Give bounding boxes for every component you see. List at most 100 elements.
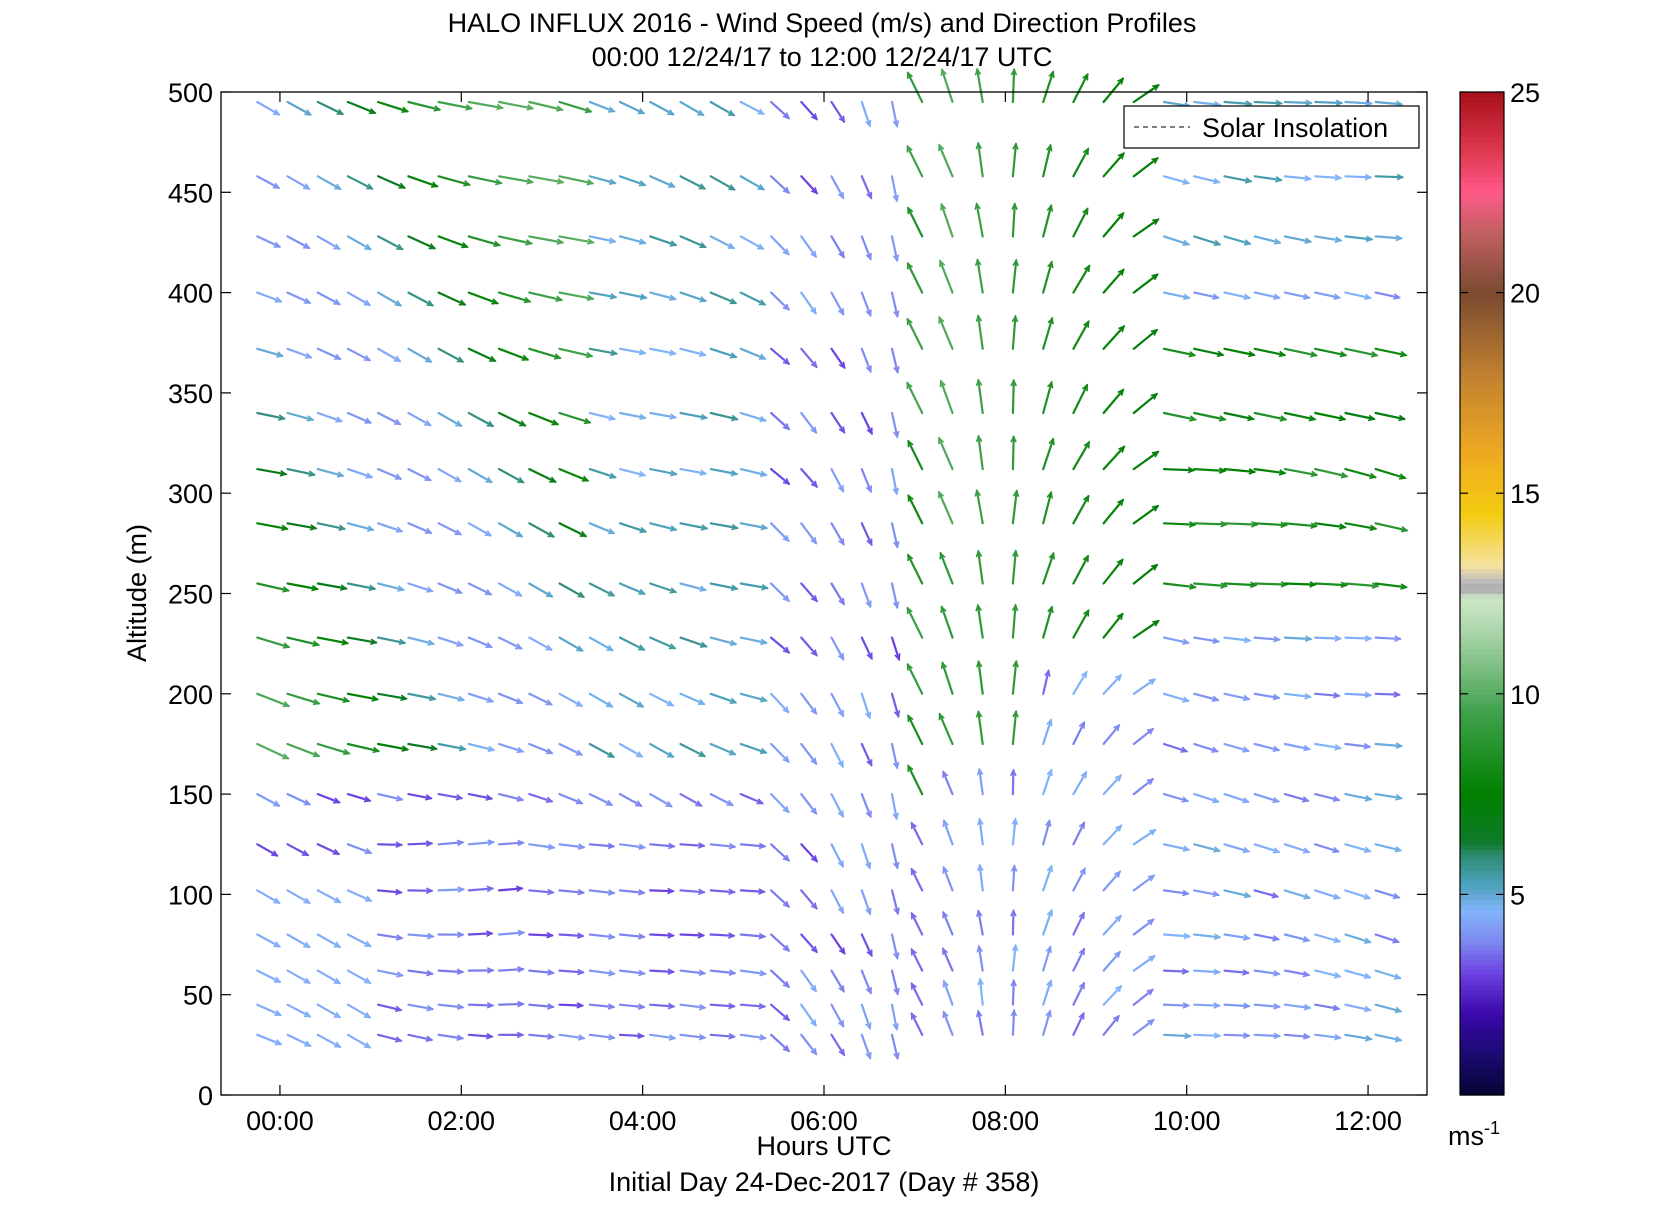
- wind-vector-head: [517, 1000, 525, 1008]
- colorbar-segment: [1460, 673, 1504, 680]
- wind-vector: [316, 792, 341, 804]
- colorbar-segment: [1460, 277, 1504, 284]
- wind-vector-head: [698, 1003, 707, 1011]
- colorbar-segment: [1460, 282, 1504, 289]
- wind-vector-head: [424, 474, 432, 482]
- wind-vector: [316, 582, 348, 590]
- wind-vector-head: [1250, 520, 1259, 528]
- wind-vector: [558, 582, 585, 599]
- wind-vector: [890, 582, 899, 609]
- wind-vector-head: [837, 860, 844, 869]
- wind-vector-head: [1212, 177, 1221, 185]
- wind-vector: [679, 100, 705, 117]
- wind-vector-head: [1044, 819, 1052, 827]
- wind-vector-head: [1364, 173, 1373, 181]
- wind-vector: [906, 553, 924, 585]
- wind-vector: [679, 522, 708, 530]
- wind-vector-head: [1182, 638, 1190, 645]
- wind-vector-head: [1116, 612, 1124, 620]
- wind-vector: [1283, 636, 1312, 641]
- wind-vector: [1374, 468, 1407, 480]
- wind-vector-head: [456, 640, 465, 647]
- wind-vector: [860, 235, 872, 261]
- wind-vector: [1253, 175, 1283, 182]
- wind-vector-head: [304, 352, 313, 359]
- wind-vector: [800, 843, 818, 863]
- wind-vector: [1253, 582, 1288, 586]
- wind-vector-head: [279, 470, 288, 477]
- wind-vector: [1132, 955, 1156, 972]
- wind-vector: [1344, 235, 1373, 241]
- wind-vector: [316, 933, 341, 949]
- colorbar-segment: [1460, 172, 1504, 178]
- wind-vector: [1283, 843, 1310, 854]
- wind-vector-head: [577, 591, 586, 598]
- wind-vector: [346, 291, 371, 307]
- wind-vector-head: [609, 472, 617, 479]
- wind-vector: [1102, 152, 1125, 178]
- wind-vector: [1344, 522, 1377, 530]
- wind-vector-head: [975, 603, 982, 612]
- wind-vector: [558, 792, 584, 805]
- wind-vector-head: [486, 885, 495, 893]
- wind-vector-head: [976, 944, 983, 953]
- wind-vector: [437, 1033, 464, 1040]
- wind-vector-head: [273, 976, 282, 983]
- wind-vector: [739, 1003, 766, 1008]
- wind-vector: [1042, 718, 1053, 746]
- wind-vector: [1193, 969, 1221, 974]
- wind-vector-head: [312, 640, 321, 647]
- wind-vector: [316, 969, 341, 985]
- wind-vector-head: [1117, 388, 1125, 396]
- wind-vector-head: [547, 969, 555, 976]
- wind-vector: [498, 347, 529, 361]
- wind-vector-head: [942, 1010, 949, 1019]
- wind-vector: [377, 100, 409, 113]
- wind-vector-head: [1395, 794, 1403, 801]
- wind-vector: [528, 692, 553, 706]
- wind-vector-head: [910, 981, 917, 990]
- wind-vector-head: [1078, 947, 1085, 956]
- wind-vector-head: [866, 191, 873, 200]
- wind-vector-head: [1011, 603, 1019, 612]
- wind-vector-head: [312, 698, 321, 706]
- wind-vector-head: [637, 933, 646, 940]
- wind-vector: [1042, 865, 1053, 892]
- wind-vector: [769, 347, 790, 365]
- wind-vector-head: [910, 1012, 917, 1020]
- wind-vector-head: [758, 1002, 767, 1010]
- wind-vector-head: [605, 701, 614, 708]
- wind-vector: [528, 1033, 555, 1039]
- wind-vector-head: [393, 418, 402, 425]
- wind-vector: [769, 1033, 790, 1053]
- wind-vector: [679, 969, 706, 975]
- wind-vector: [649, 468, 678, 476]
- wind-vector: [890, 933, 899, 960]
- wind-vector: [1042, 768, 1053, 796]
- wind-vector: [256, 347, 284, 357]
- wind-vector: [739, 792, 764, 805]
- colorbar-segment: [1460, 999, 1504, 1006]
- wind-vector-head: [398, 638, 407, 646]
- wind-vector-head: [1310, 470, 1319, 478]
- wind-vector-head: [1182, 889, 1190, 897]
- wind-vector-head: [695, 800, 703, 807]
- wind-vector-head: [484, 530, 493, 537]
- wind-vector-head: [1363, 1005, 1372, 1013]
- wind-vector-head: [1011, 943, 1019, 952]
- wind-vector-head: [810, 113, 818, 121]
- wind-vector: [800, 889, 818, 910]
- colorbar-segment: [1460, 543, 1504, 549]
- wind-vector-head: [1147, 874, 1156, 882]
- colorbar-segment: [1460, 598, 1504, 605]
- colorbar-segment: [1460, 197, 1504, 203]
- wind-vector: [1193, 692, 1220, 702]
- colorbar-segment: [1460, 257, 1504, 264]
- wind-vector: [1042, 381, 1053, 415]
- wind-vector: [256, 175, 280, 189]
- wind-vector: [739, 889, 766, 893]
- wind-vector: [407, 1033, 433, 1041]
- wind-vector: [800, 692, 818, 715]
- wind-vector: [498, 468, 525, 484]
